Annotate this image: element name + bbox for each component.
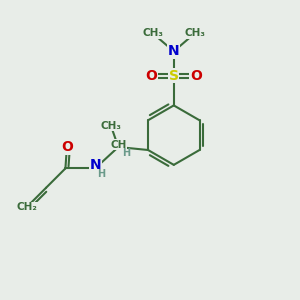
Text: H: H [123,148,131,158]
Text: CH₃: CH₃ [100,121,122,130]
Text: S: S [169,69,179,83]
Text: CH: CH [110,140,127,150]
Text: N: N [168,44,180,58]
Text: CH₃: CH₃ [184,28,205,38]
Text: O: O [190,69,202,83]
Text: O: O [61,140,73,154]
Text: O: O [146,69,158,83]
Text: H: H [98,169,106,179]
Text: CH₃: CH₃ [142,28,164,38]
Text: N: N [89,158,101,172]
Text: CH₂: CH₂ [16,202,37,212]
